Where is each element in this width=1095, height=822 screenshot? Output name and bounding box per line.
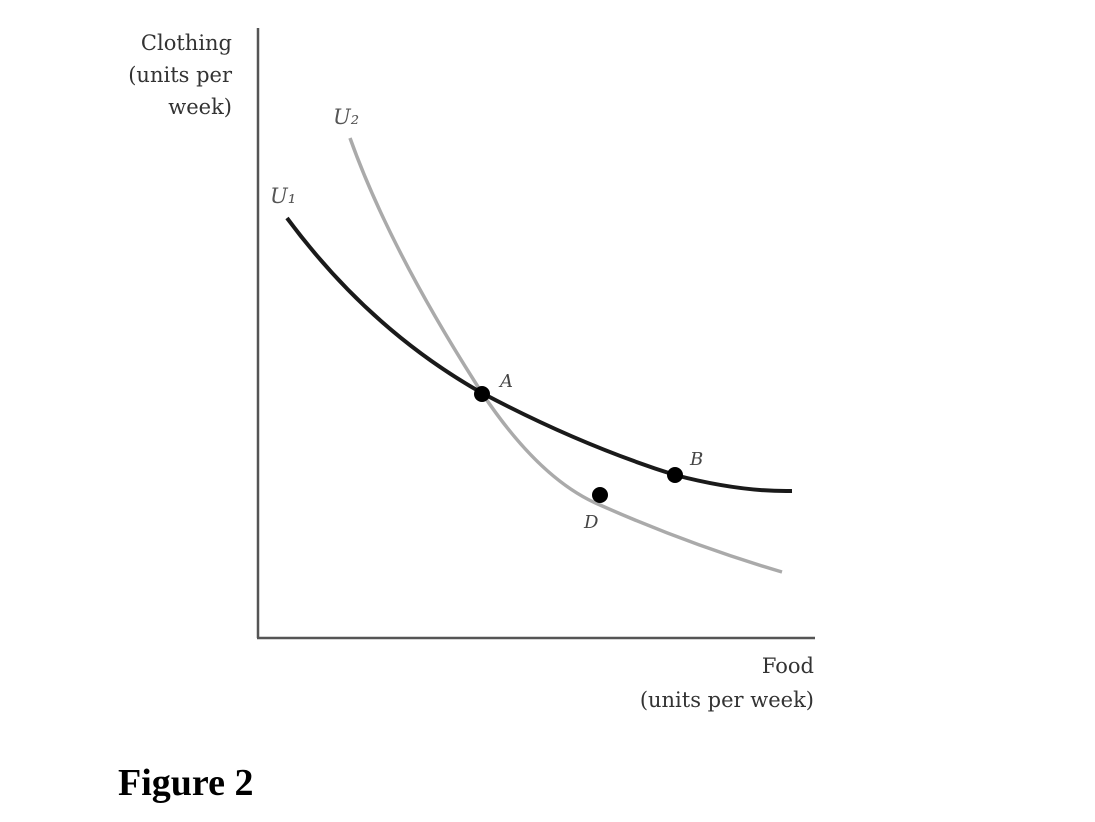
x-axis-label-line-2: (units per week) — [640, 688, 814, 712]
point-d — [592, 487, 608, 503]
curve-u2 — [348, 137, 783, 574]
curve-u1-label: U₁ — [270, 184, 296, 208]
point-d-label: D — [583, 512, 599, 533]
y-axis-label-line-1: Clothing — [141, 31, 232, 55]
point-b-label: B — [689, 449, 703, 470]
figure-caption: Figure 2 — [118, 762, 253, 804]
point-a-label: A — [498, 371, 513, 392]
point-b — [667, 467, 683, 483]
x-axis-label-line-1: Food — [762, 654, 814, 678]
point-a — [474, 386, 490, 402]
y-axis-label-line-2: (units per — [128, 63, 233, 87]
curve-u2-label: U₂ — [333, 105, 359, 129]
curve-u1 — [285, 216, 793, 494]
y-axis-label-line-3: week) — [168, 95, 232, 119]
